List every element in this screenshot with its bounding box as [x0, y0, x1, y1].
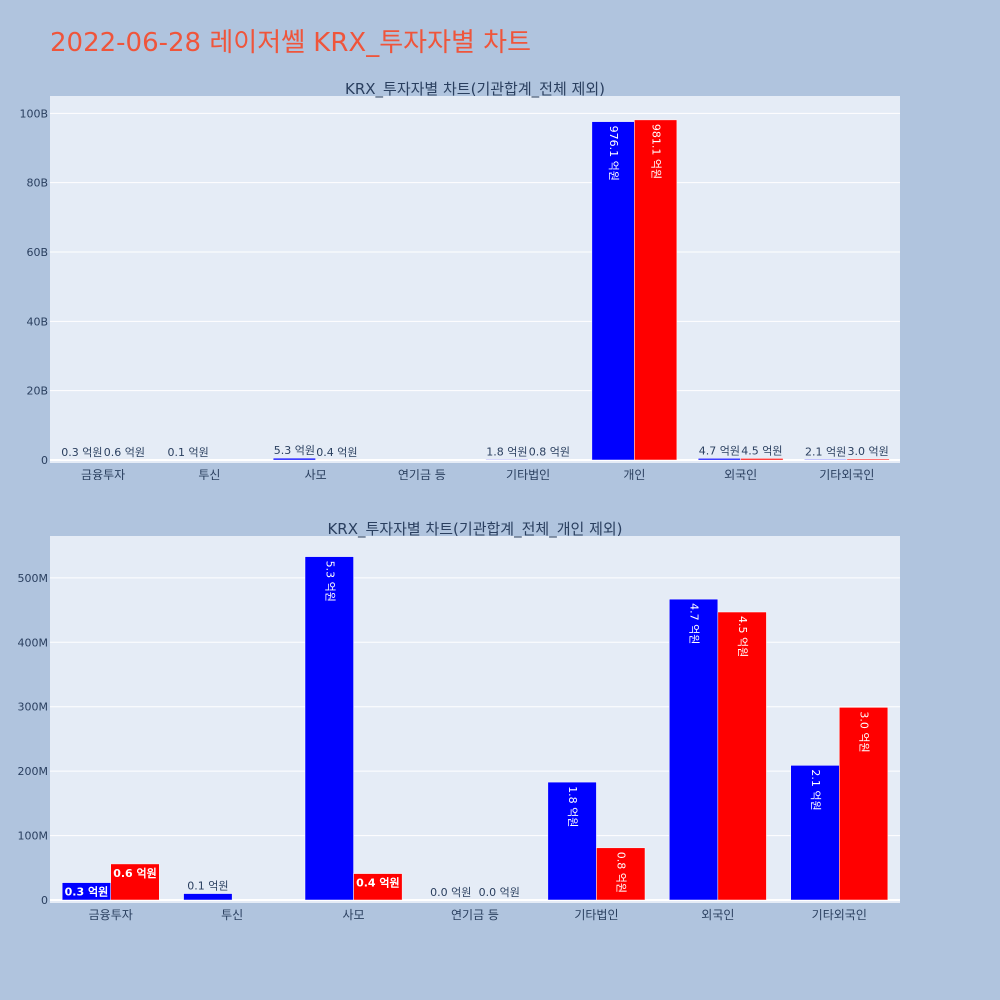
- data-label: 0.6 억원: [104, 446, 145, 459]
- y-tick-label: 400M: [18, 636, 49, 649]
- data-label: 0.6 억원: [113, 866, 157, 880]
- bar: [183, 893, 233, 901]
- data-label: 4.7 억원: [688, 603, 701, 644]
- x-tick-label: 기타외국인: [819, 468, 874, 480]
- x-tick-label: 기타법인: [506, 468, 550, 480]
- bar: [634, 119, 678, 461]
- bar: [110, 863, 160, 901]
- bar: [839, 707, 889, 901]
- y-tick-label: 80B: [26, 177, 48, 190]
- bar: [596, 847, 646, 901]
- data-label: 2.1 억원: [809, 769, 822, 810]
- x-tick-label: 연기금 등: [398, 468, 446, 480]
- y-tick-label: 300M: [18, 701, 49, 714]
- y-tick-label: 0: [41, 894, 48, 907]
- plot-area: [50, 536, 900, 903]
- x-tick-label: 외국인: [724, 468, 757, 480]
- bar: [669, 598, 719, 901]
- x-tick-label: 사모: [343, 908, 365, 922]
- bar: [717, 611, 767, 901]
- data-label: 2.1 억원: [805, 445, 846, 458]
- x-tick-label: 기타법인: [574, 908, 618, 922]
- bar: [485, 459, 529, 461]
- bar: [272, 457, 316, 461]
- bar: [353, 873, 403, 901]
- x-tick-label: 금융투자: [81, 468, 125, 480]
- data-label: 3.0 억원: [848, 445, 889, 458]
- chart-top: 0 20B 40B 60B 80B 100B KRX_투자자별 차트(기관합계_전체 제외)…: [19, 80, 900, 480]
- bar: [846, 458, 890, 461]
- page-title: 2022-06-28 레이저쎌 KRX_투자자별 차트: [50, 28, 532, 58]
- bar: [697, 458, 741, 461]
- plot-area: [50, 96, 900, 463]
- bar: [790, 765, 840, 901]
- x-tick-label: 투신: [198, 468, 220, 480]
- bar: [804, 459, 848, 461]
- chart-bottom: 0 100M 200M 300M 400M 500M KRX_투자자별 차트(기관합계_전체…: [18, 520, 900, 922]
- chart-title: KRX_투자자별 차트(기관합계_전체_개인 제외): [327, 520, 622, 539]
- chart-title: KRX_투자자별 차트(기관합계_전체 제외): [345, 80, 605, 99]
- data-label: 0.0 억원: [430, 886, 471, 899]
- y-tick-label: 100M: [18, 830, 49, 843]
- y-tick-label: 40B: [26, 315, 48, 328]
- y-tick-label: 100B: [19, 107, 48, 120]
- data-label: 5.3 억원: [323, 561, 336, 602]
- data-label: 981.1 억원: [650, 124, 663, 179]
- x-tick-label: 연기금 등: [451, 908, 499, 922]
- data-label: 0.4 억원: [316, 446, 357, 459]
- x-tick-label: 금융투자: [89, 908, 133, 922]
- bar: [591, 121, 635, 461]
- data-label: 0.1 억원: [187, 880, 228, 893]
- data-label: 0.3 억원: [61, 446, 102, 459]
- y-tick-label: 500M: [18, 572, 49, 585]
- bar: [547, 781, 597, 901]
- bar: [304, 556, 354, 901]
- y-tick-label: 60B: [26, 246, 48, 259]
- bar: [740, 458, 784, 461]
- data-label: 1.8 억원: [566, 786, 579, 827]
- x-tick-label: 사모: [305, 468, 327, 480]
- x-tick-label: 기타외국인: [812, 908, 867, 922]
- x-tick-label: 개인: [623, 468, 645, 480]
- data-label: 5.3 억원: [274, 444, 315, 457]
- data-label: 0.4 억원: [356, 876, 400, 890]
- data-label: 3.0 억원: [858, 711, 871, 752]
- y-tick-label: 200M: [18, 765, 49, 778]
- y-tick-label: 0: [41, 454, 48, 467]
- data-label: 0.8 억원: [529, 446, 570, 459]
- data-label: 4.7 억원: [699, 444, 740, 457]
- data-label: 976.1 억원: [607, 126, 620, 181]
- y-tick-label: 20B: [26, 385, 48, 398]
- data-label: 4.5 억원: [736, 616, 749, 657]
- data-label: 0.0 억원: [479, 886, 520, 899]
- data-label: 0.3 억원: [65, 885, 109, 899]
- x-tick-label: 외국인: [701, 908, 734, 922]
- data-label: 4.5 억원: [741, 444, 782, 457]
- x-tick-label: 투신: [221, 908, 243, 922]
- data-label: 0.1 억원: [168, 446, 209, 459]
- data-label: 1.8 억원: [486, 445, 527, 458]
- data-label: 0.8 억원: [615, 852, 628, 893]
